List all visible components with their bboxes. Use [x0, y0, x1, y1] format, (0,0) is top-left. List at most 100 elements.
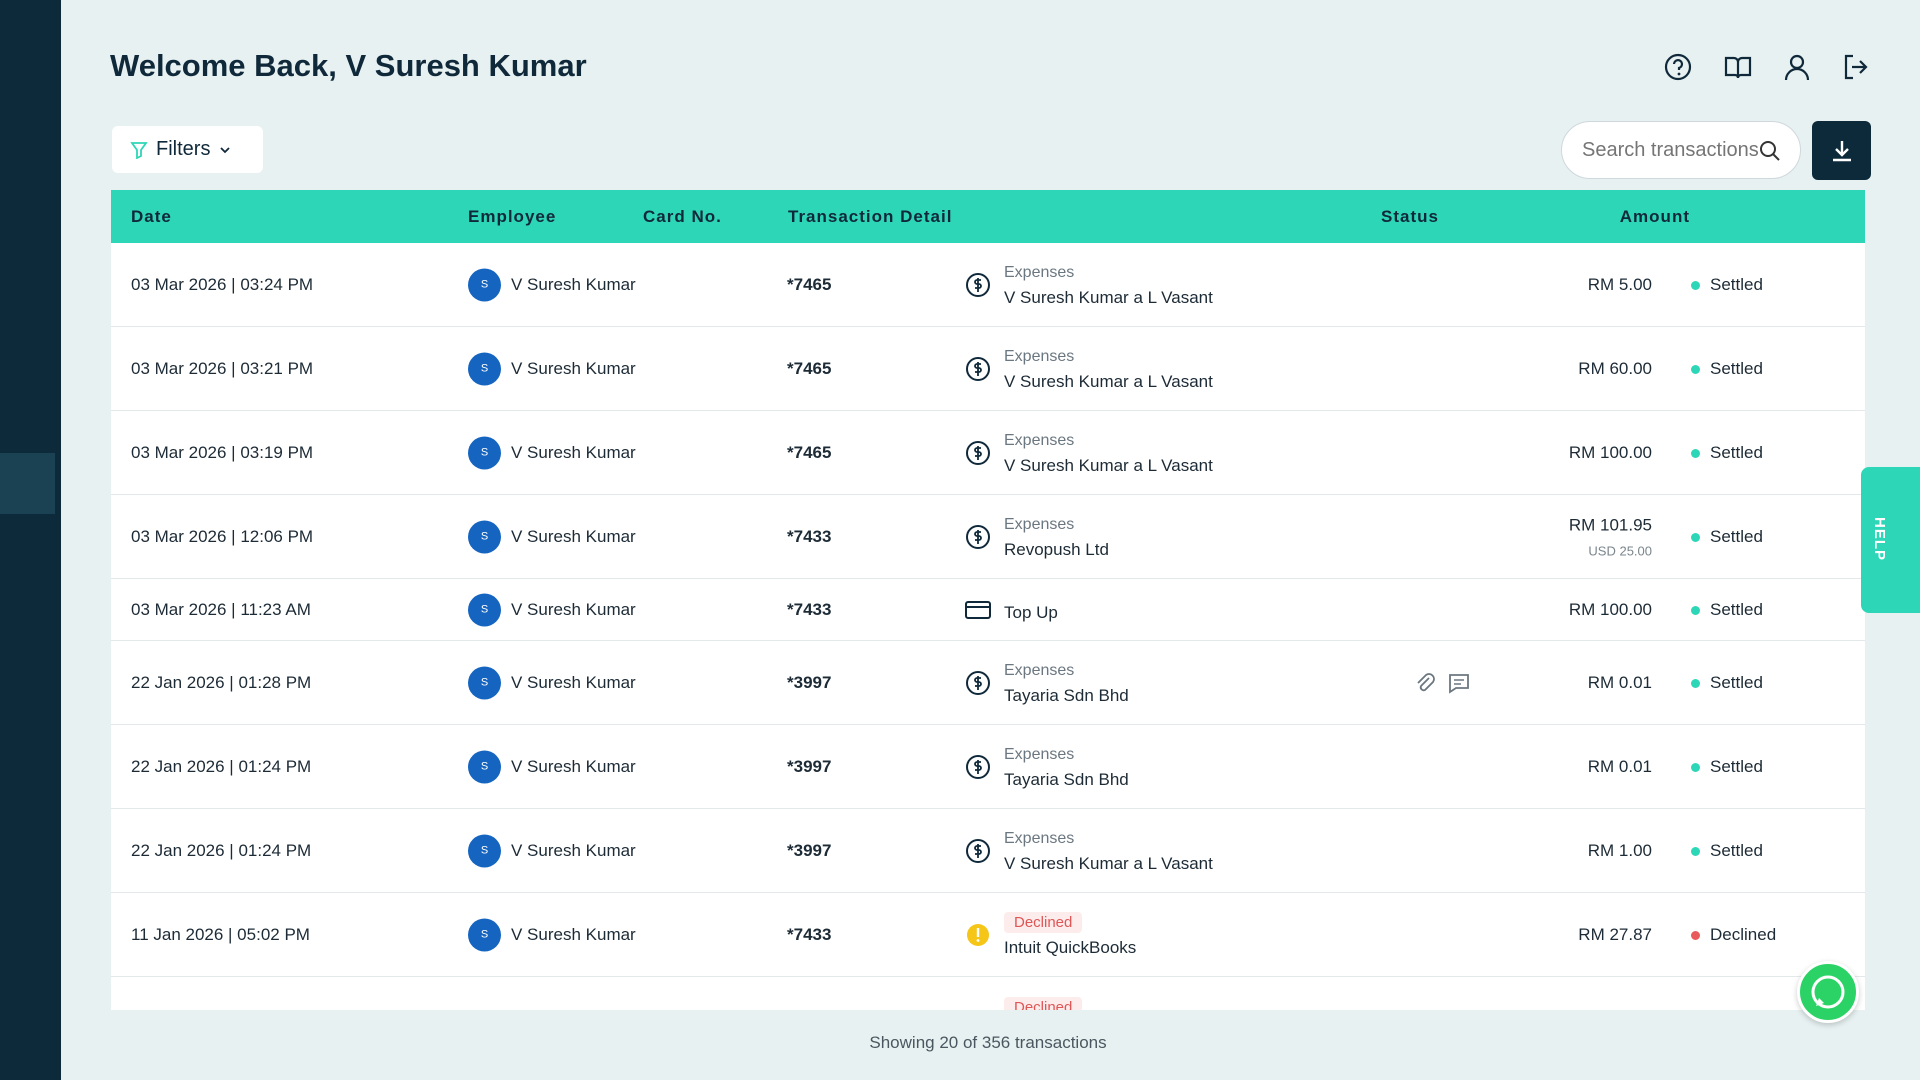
column-header: Amount — [1619, 207, 1690, 226]
transaction-detail: Expenses V Suresh Kumar a L Vasant — [1004, 262, 1213, 308]
transaction-detail: Expenses Tayaria Sdn Bhd — [1004, 744, 1129, 790]
avatar: S — [468, 268, 501, 301]
filter-icon — [130, 141, 148, 159]
transaction-detail: Expenses V Suresh Kumar a L Vasant — [1004, 430, 1213, 476]
date: 22 Jan 2026 | 01:28 PM — [131, 672, 312, 692]
transaction-row[interactable]: 03 Mar 2026 | 03:19 PM S V Suresh Kumar *74… — [111, 411, 1865, 495]
expense-icon — [966, 670, 990, 695]
transaction-detail: Expenses V Suresh Kumar a L Vasant — [1004, 828, 1213, 874]
merchant: V Suresh Kumar a L Vasant — [1004, 455, 1213, 475]
help-icon[interactable] — [1663, 52, 1693, 82]
download-icon — [1832, 140, 1851, 161]
filters-button[interactable]: Filters — [112, 126, 263, 173]
status-label: Declined — [1710, 924, 1777, 944]
transaction-row[interactable]: 11 Jan 2026 | 05:02 PM S V Suresh Kumar *74… — [111, 893, 1865, 977]
employee: V Suresh Kumar — [511, 442, 636, 462]
status: Settled — [1691, 673, 1763, 693]
topup-icon — [965, 600, 991, 619]
status-label: Settled — [1710, 672, 1763, 692]
column-header: Transaction Detail — [788, 207, 953, 226]
sidebar-active[interactable] — [0, 453, 55, 514]
status-dot — [1691, 846, 1700, 856]
status: Settled — [1691, 359, 1763, 379]
notes-icons — [1411, 669, 1473, 697]
date: 03 Mar 2026 | 03:19 PM — [131, 442, 314, 462]
search-box[interactable] — [1561, 121, 1801, 179]
card-number: *7465 — [787, 274, 832, 294]
card-number: *7433 — [787, 924, 832, 944]
transaction-type: Expenses — [1004, 431, 1075, 449]
amount: RM 5.00 — [1587, 274, 1652, 294]
amount: RM 60.00 — [1578, 358, 1652, 378]
transaction-row[interactable]: 22 Jan 2026 | 01:24 PM S V Suresh Kumar *39… — [111, 809, 1865, 893]
filters-label: Filters — [156, 138, 211, 160]
transaction-type: Declined — [1004, 997, 1083, 1010]
status: Settled — [1691, 757, 1763, 777]
declined-icon — [967, 923, 989, 946]
transaction-row[interactable]: 22 Jan 2026 | 01:24 PM S V Suresh Kumar *39… — [111, 725, 1865, 809]
transaction-row[interactable]: 03 Mar 2026 | 12:06 PM S V Suresh Kumar *74… — [111, 495, 1865, 579]
employee: V Suresh Kumar — [511, 274, 636, 294]
avatar: S — [468, 666, 501, 699]
whatsapp-button[interactable] — [1797, 961, 1859, 1023]
transaction-type: Declined — [1004, 911, 1083, 933]
transaction-type: Expenses — [1004, 661, 1075, 679]
transaction-row[interactable]: 03 Mar 2026 | 11:23 AM S V Suresh Kumar *74… — [111, 579, 1865, 641]
amount-cell: RM 27.87 — [1578, 925, 1652, 945]
expense-icon — [966, 272, 990, 297]
table-body: 03 Mar 2026 | 03:24 PM S V Suresh Kumar *74… — [111, 243, 1865, 1010]
column-header: Card No. — [643, 207, 722, 226]
amount-cell: RM 100.00 — [1569, 443, 1652, 463]
card-number: *7465 — [787, 442, 832, 462]
type-icon-wrap — [964, 596, 992, 624]
pagination-info: Showing 20 of 356 transactions — [869, 1033, 1107, 1052]
guide-icon[interactable] — [1723, 52, 1753, 82]
status-label: Settled — [1710, 274, 1763, 294]
avatar: S — [468, 918, 501, 951]
avatar: S — [468, 834, 501, 867]
status: Settled — [1691, 443, 1763, 463]
amount-cell: RM 0.01 — [1588, 673, 1652, 693]
amount-cell: RM 101.95 USD 25.00 — [1569, 515, 1652, 558]
column-header: Date — [131, 207, 172, 226]
avatar: S — [468, 593, 501, 626]
status-dot — [1691, 930, 1700, 940]
amount: RM 1.00 — [1587, 840, 1652, 860]
transaction-row[interactable]: 22 Jan 2026 | 01:28 PM S V Suresh Kumar *39… — [111, 641, 1865, 725]
column-header: Employee — [468, 207, 557, 226]
status-dot — [1691, 678, 1700, 688]
transaction-detail: Expenses Tayaria Sdn Bhd — [1004, 660, 1129, 706]
amount-cell: RM 1.00 — [1588, 841, 1652, 861]
employee: V Suresh Kumar — [511, 599, 636, 619]
status: Settled — [1691, 527, 1763, 547]
transaction-detail: Expenses V Suresh Kumar a L Vasant — [1004, 346, 1213, 392]
card-number: *7433 — [787, 599, 832, 619]
status-dot — [1691, 364, 1700, 374]
search-input[interactable] — [1562, 122, 1767, 178]
logout-icon[interactable] — [1841, 52, 1871, 82]
date: 03 Mar 2026 | 12:06 PM — [131, 526, 314, 546]
employee: V Suresh Kumar — [511, 526, 636, 546]
download-button[interactable] — [1812, 121, 1871, 180]
status: Settled — [1691, 275, 1763, 295]
help-tab[interactable]: HELP — [1861, 467, 1920, 613]
welcome-title: Welcome Back, V Suresh Kumar — [110, 48, 587, 83]
table-header: Date Employee Card No. Transaction Detail Am… — [111, 190, 1865, 243]
transaction-detail: Expenses Revopush Ltd — [1004, 514, 1109, 560]
amount-cell: RM 60.00 — [1578, 359, 1652, 379]
type-icon-wrap — [964, 753, 992, 781]
date: 22 Jan 2026 | 01:24 PM — [131, 840, 312, 860]
profile-icon[interactable] — [1782, 52, 1812, 82]
status-dot — [1691, 280, 1700, 290]
transaction-row[interactable]: 03 Mar 2026 | 03:24 PM S V Suresh Kumar *74… — [111, 243, 1865, 327]
type-icon-wrap — [964, 669, 992, 697]
avatar: S — [468, 436, 501, 469]
card-number: *3997 — [787, 840, 832, 860]
avatar: S — [468, 352, 501, 385]
transaction-row[interactable]: 03 Mar 2026 | 03:21 PM S V Suresh Kumar *74… — [111, 327, 1865, 411]
avatar: S — [468, 520, 501, 553]
transaction-row[interactable]: Declined — [111, 977, 1865, 1010]
employee: V Suresh Kumar — [511, 358, 636, 378]
status-label: Settled — [1710, 526, 1763, 546]
